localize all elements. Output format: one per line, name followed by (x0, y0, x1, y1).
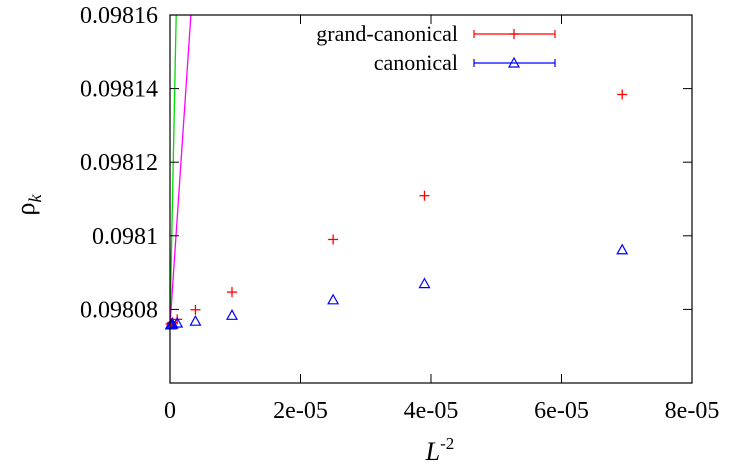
y-tick-label: 0.09808 (80, 297, 158, 323)
legend-label-canonical: canonical (374, 50, 458, 75)
data-point-grand-canonical (190, 304, 201, 315)
data-point-canonical (225, 309, 239, 320)
data-point-canonical (327, 293, 340, 305)
data-point-grand-canonical (226, 287, 237, 298)
y-tick-label: 0.09812 (80, 150, 158, 176)
legend-symbol (509, 29, 519, 39)
legend-symbol (507, 56, 521, 68)
x-tick-label: 8e-05 (665, 398, 720, 424)
data-point-canonical (616, 243, 629, 255)
data-point-canonical (418, 277, 431, 289)
legend-marker-canonical (473, 56, 556, 68)
fit-line-grand-canonical (170, 15, 177, 325)
y-tick-label: 0.0981 (92, 224, 158, 250)
fit-line-canonical (170, 15, 192, 325)
data-point-grand-canonical (617, 89, 628, 100)
data-points (164, 89, 629, 330)
legend-marker-grand-canonical (473, 29, 556, 39)
legend-label-grand-canonical: grand-canonical (316, 21, 458, 46)
data-point-canonical (171, 316, 184, 328)
data-point-grand-canonical (172, 314, 183, 325)
axis-ticks: 0 2e-05 4e-05 6e-05 8e-05 0.09808 0.0981 0.0981… (80, 3, 719, 424)
data-point-grand-canonical (419, 190, 430, 201)
x-tick-label: 4e-05 (404, 398, 459, 424)
data-point-grand-canonical (328, 234, 339, 245)
x-tick-label: 0 (164, 398, 176, 424)
x-tick-label: 6e-05 (534, 398, 589, 424)
fit-lines (170, 15, 192, 325)
y-tick-label: 0.09816 (80, 3, 158, 29)
x-tick-label: 2e-05 (273, 398, 328, 424)
y-tick-label: 0.09814 (80, 77, 158, 103)
x-axis-label: L-2 (425, 434, 455, 466)
legend: grand-canonical canonical (316, 21, 556, 75)
y-axis-label: ρk (11, 194, 45, 216)
data-point-canonical (189, 314, 202, 326)
